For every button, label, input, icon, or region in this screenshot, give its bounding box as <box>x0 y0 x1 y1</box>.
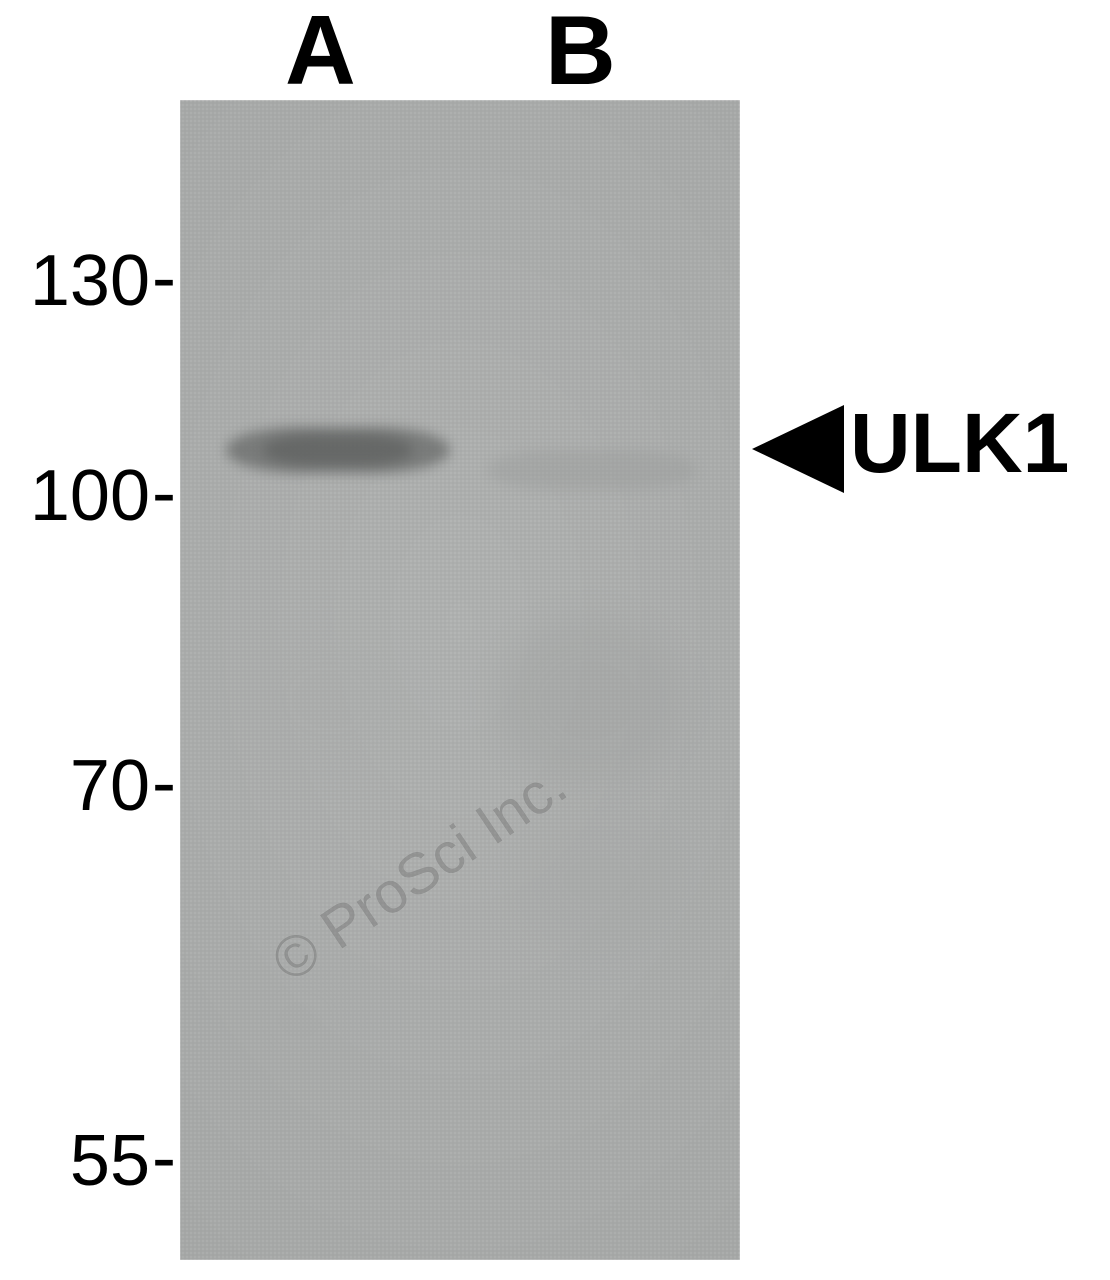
mw-marker-130-dash: - <box>152 237 176 319</box>
blot-band-A-1 <box>263 435 413 465</box>
lane-label-a: A <box>285 0 356 107</box>
mw-marker-70-dash: - <box>152 742 176 824</box>
mw-marker-70: 70 <box>0 745 150 827</box>
mw-marker-100: 100 <box>0 455 150 537</box>
protein-name-label: ULK1 <box>850 395 1069 492</box>
blot-membrane <box>180 100 740 1260</box>
blot-band-B-2 <box>487 450 697 490</box>
mw-marker-100-dash: - <box>152 452 176 534</box>
blot-smudge-0 <box>495 615 685 785</box>
mw-marker-130: 130 <box>0 240 150 322</box>
blot-smudge-2 <box>245 625 415 775</box>
protein-pointer-arrow <box>752 405 844 493</box>
mw-marker-55-dash: - <box>152 1117 176 1199</box>
mw-marker-55: 55 <box>0 1120 150 1202</box>
western-blot-figure: A B 130 - 100 - 70 - 55 - ULK1 © ProSci … <box>0 0 1110 1280</box>
lane-label-b: B <box>545 0 616 107</box>
